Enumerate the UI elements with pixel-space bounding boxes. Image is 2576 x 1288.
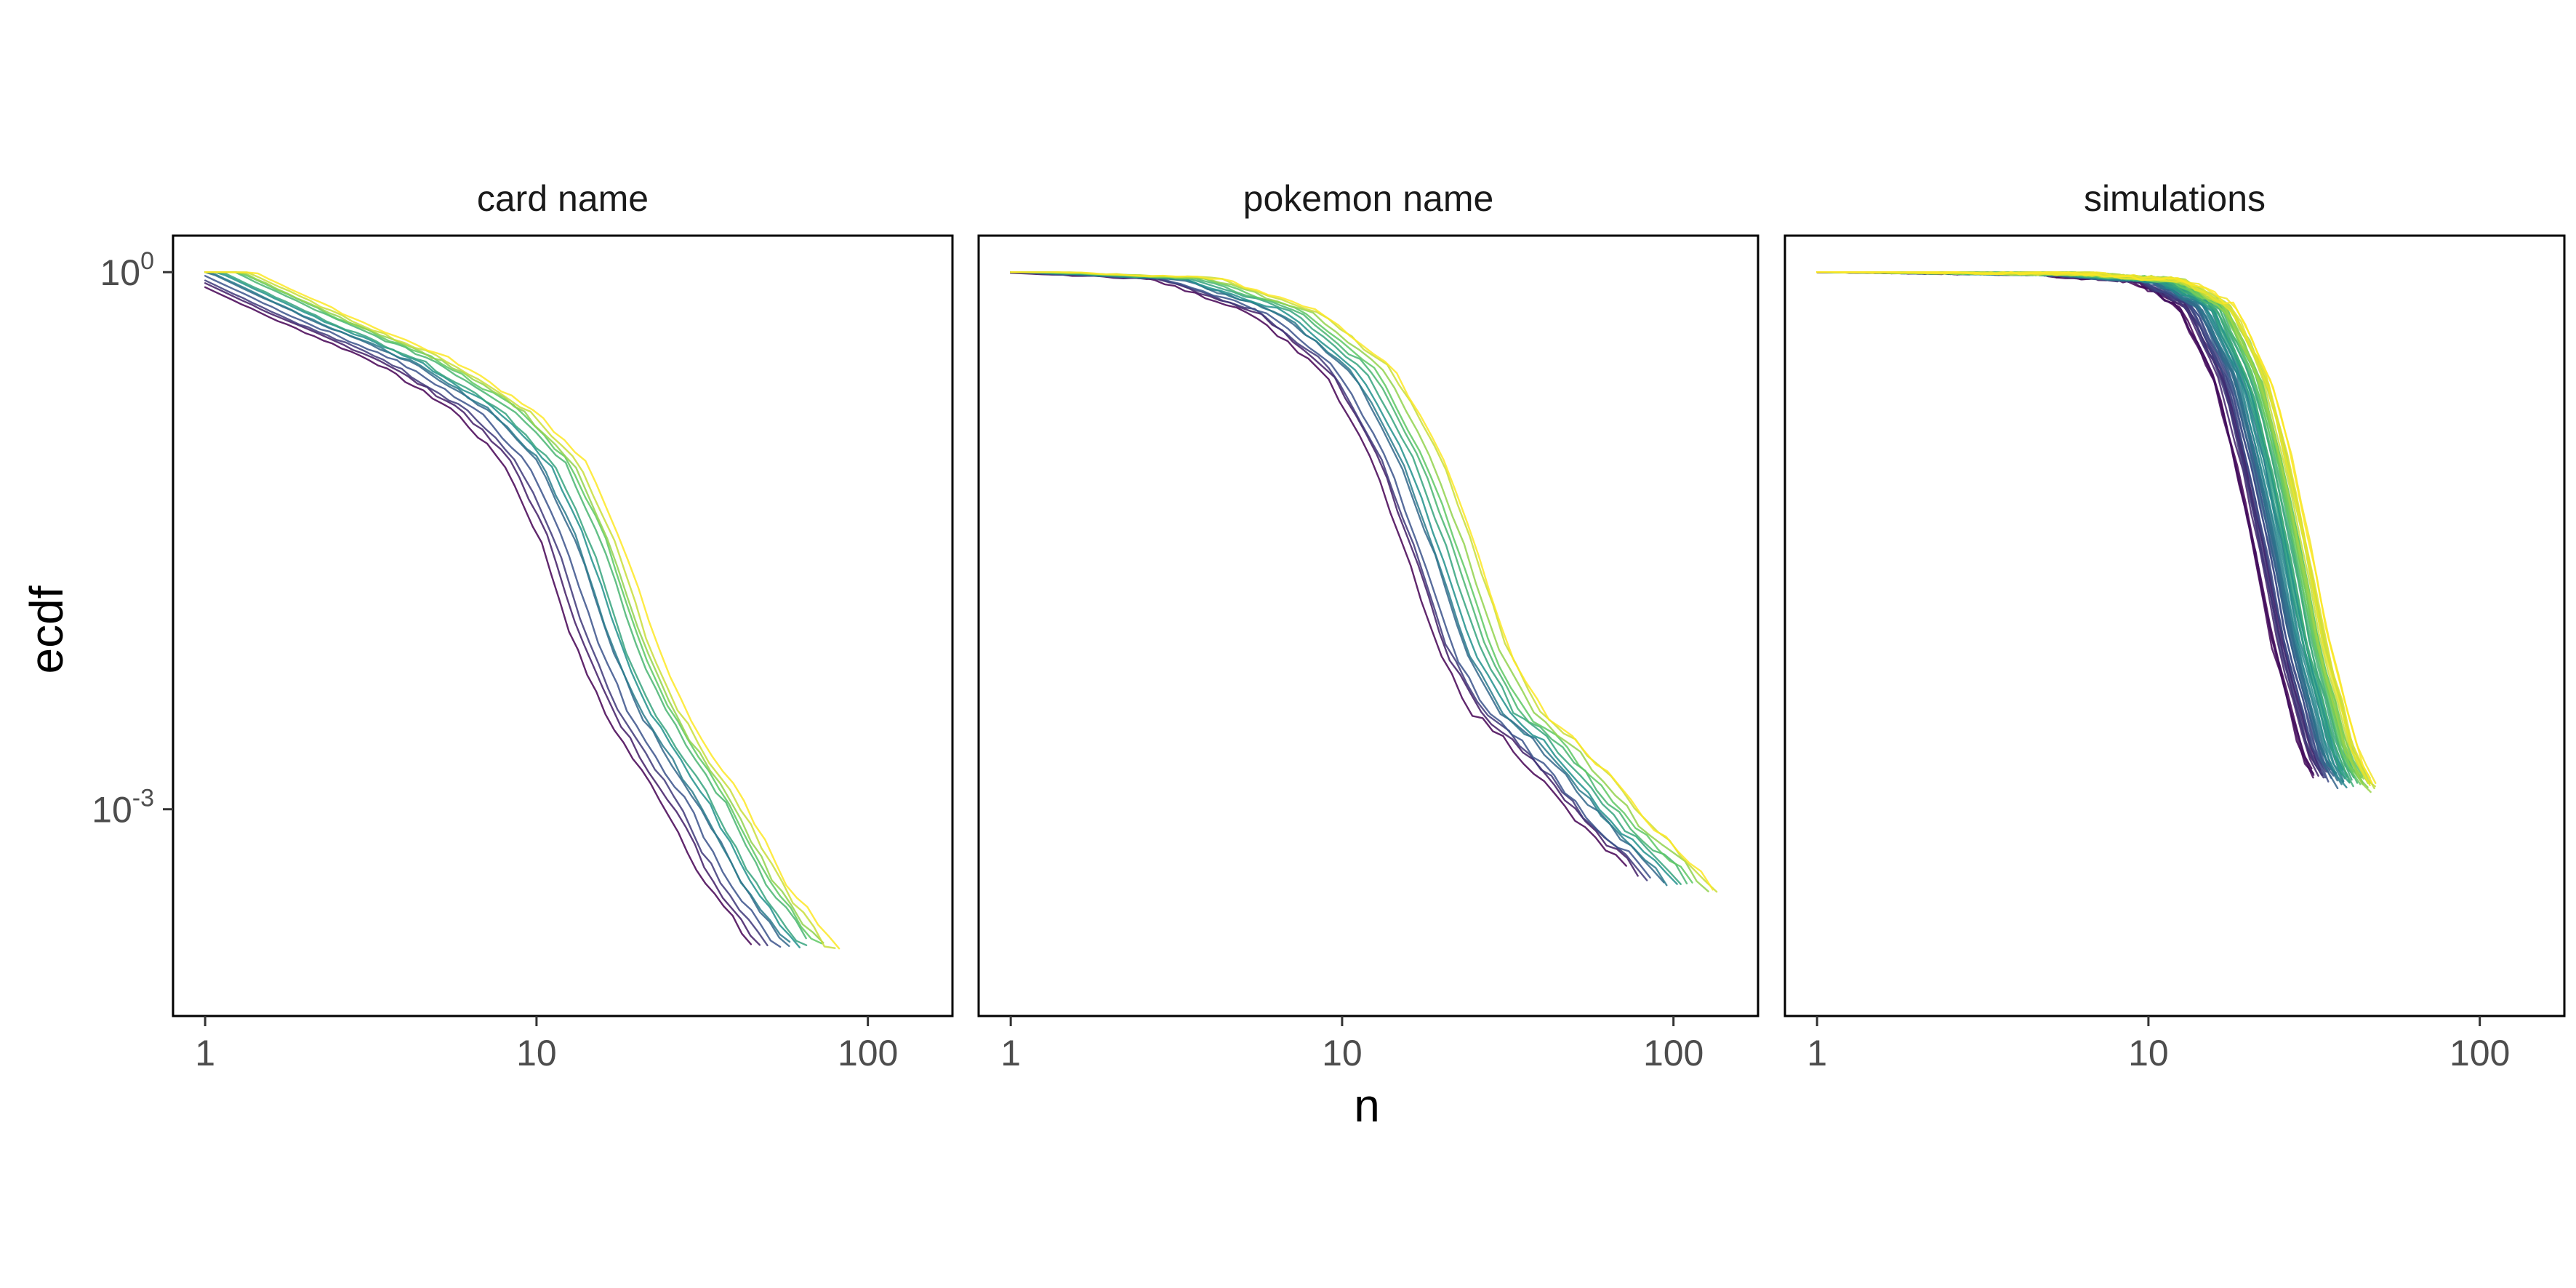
series-group <box>1009 271 1718 893</box>
x-tick-label: 1 <box>1000 1033 1021 1073</box>
series-line <box>204 279 769 947</box>
x-tick-label: 1 <box>1807 1033 1827 1073</box>
x-tick-label: 10 <box>516 1033 557 1073</box>
series-line <box>1815 271 2373 784</box>
x-tick-label: 100 <box>838 1033 898 1073</box>
panel-frame <box>977 234 1760 1017</box>
y-axis-title: ecdf <box>20 585 73 673</box>
x-tick-label: 100 <box>1643 1033 1704 1073</box>
series-line <box>204 286 753 945</box>
facet-panels: card name 1 10 100 100 10-3 pokemon name 1 10 100… <box>92 178 2566 1073</box>
series-line <box>204 271 801 948</box>
series-line <box>204 275 782 948</box>
x-tick-label: 10 <box>2128 1033 2169 1073</box>
series-line <box>204 271 836 949</box>
panel-frame <box>1783 234 2566 1017</box>
facet-panel-3: simulations 1 10 100 <box>1783 178 2566 1073</box>
x-tick-label: 10 <box>1322 1033 1363 1073</box>
facet-panel-1: card name 1 10 100 100 10-3 <box>92 178 954 1073</box>
x-tick-label: 100 <box>2449 1033 2510 1073</box>
series-line <box>204 282 761 946</box>
y-tick-label: 100 <box>100 247 154 293</box>
series-line <box>204 271 807 940</box>
y-tick-label: 10-3 <box>92 785 154 831</box>
series-group <box>204 271 840 950</box>
series-line <box>1009 271 1678 885</box>
x-axis-title: n <box>1354 1079 1380 1132</box>
facet-title: pokemon name <box>1243 178 1494 219</box>
facet-title: simulations <box>2084 178 2266 219</box>
series-line <box>204 271 824 944</box>
series-line <box>204 271 791 943</box>
series-group <box>1815 271 2377 793</box>
facet-panel-2: pokemon name 1 10 100 <box>977 178 1760 1073</box>
x-tick-label: 1 <box>195 1033 215 1073</box>
facet-title: card name <box>477 178 649 219</box>
series-line <box>204 271 808 946</box>
series-line <box>204 271 840 950</box>
panel-frame <box>172 234 954 1017</box>
series-line <box>1009 271 1714 891</box>
